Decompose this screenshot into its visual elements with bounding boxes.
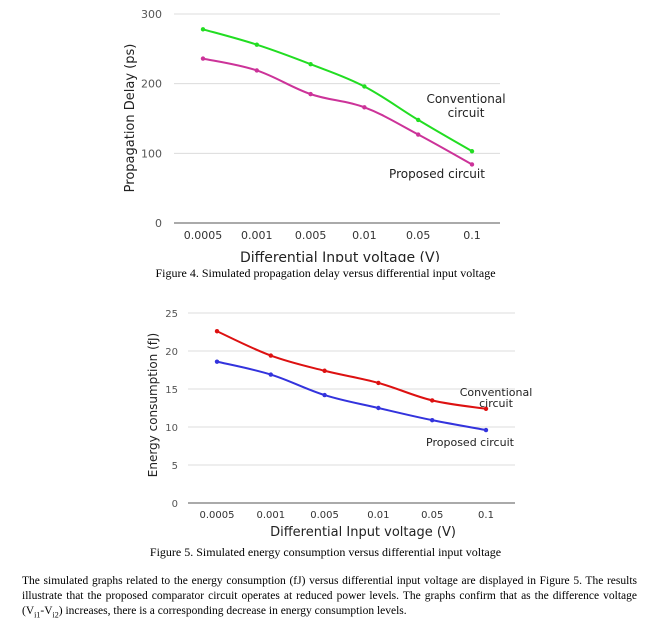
y-tick-label: 0 <box>155 217 162 230</box>
x-tick-label: 0.05 <box>406 229 431 242</box>
series-label: Proposed circuit <box>389 167 485 181</box>
x-tick-label: 0.001 <box>256 510 285 521</box>
x-tick-label: 0.01 <box>367 510 389 521</box>
propagation-delay-chart: 0 100 200 300 0.0005 0.001 0.005 0.01 0.05 0.1 Dif… <box>123 8 506 262</box>
x-tick-label: 0.0005 <box>200 510 235 521</box>
data-point <box>362 84 367 89</box>
data-point <box>322 368 327 373</box>
v1-symbol: V <box>25 605 35 617</box>
series-label: circuit <box>479 397 513 410</box>
x-tick-label: 0.05 <box>421 510 443 521</box>
x-tick-label: 0.005 <box>295 229 327 242</box>
x-axis-title: Differential Input voltage (V) <box>270 525 456 540</box>
series-label: Conventional <box>460 386 533 399</box>
energy-consumption-chart: 0 5 10 15 20 25 0.0005 0.001 0.005 0.01 0.05 0.1 Dif… <box>146 309 533 540</box>
data-point <box>483 427 489 433</box>
y-tick-label: 20 <box>165 347 178 358</box>
data-point <box>268 353 273 358</box>
v2-subscript: i2 <box>52 610 59 620</box>
data-point <box>200 56 206 61</box>
data-point <box>416 132 421 137</box>
x-axis-title: Differential Input voltage (V) <box>240 250 440 262</box>
data-point <box>469 149 475 154</box>
series-line <box>216 360 487 432</box>
series-line <box>202 28 473 153</box>
data-point <box>268 372 273 377</box>
data-point <box>430 398 435 403</box>
v2-symbol: V <box>44 605 53 617</box>
data-point <box>214 359 220 364</box>
data-point <box>200 27 206 32</box>
body-text-before: The simulated graphs related to the ener… <box>22 575 637 617</box>
v1-subscript: i1 <box>34 610 41 620</box>
y-tick-label: 200 <box>141 78 162 91</box>
minus-sign: - <box>40 605 45 617</box>
data-point <box>362 105 367 110</box>
y-tick-label: 25 <box>165 309 178 320</box>
data-point <box>376 380 381 386</box>
body-paragraph: The simulated graphs related to the ener… <box>22 574 637 622</box>
data-point <box>416 117 421 123</box>
x-tick-label: 0.005 <box>310 510 339 521</box>
data-point <box>322 392 327 398</box>
y-axis-title: Propagation Delay (ps) <box>123 44 138 193</box>
series-label: Proposed circuit <box>426 436 515 449</box>
series-label: circuit <box>448 106 485 120</box>
series-label: Conventional <box>426 92 505 106</box>
series-line <box>202 57 473 166</box>
x-tick-label: 0.1 <box>478 510 494 521</box>
data-point <box>308 91 313 97</box>
data-point <box>469 162 475 167</box>
data-point <box>376 405 381 411</box>
series-line <box>216 330 487 410</box>
y-tick-label: 15 <box>165 385 178 396</box>
y-tick-label: 0 <box>172 499 178 510</box>
data-point <box>254 68 259 73</box>
data-point <box>430 417 435 423</box>
data-point <box>483 406 489 411</box>
x-tick-label: 0.001 <box>241 229 273 242</box>
figure4-caption: Figure 4. Simulated propagation delay ve… <box>155 266 496 280</box>
y-tick-label: 300 <box>141 8 162 21</box>
x-tick-label: 0.1 <box>463 229 481 242</box>
figure5-caption: Figure 5. Simulated energy consumption v… <box>149 545 502 559</box>
y-axis-title: Energy consumption (fJ) <box>146 333 160 477</box>
data-point <box>214 329 220 334</box>
data-point <box>254 42 259 47</box>
x-tick-label: 0.01 <box>352 229 377 242</box>
data-point <box>308 61 313 67</box>
x-tick-label: 0.0005 <box>184 229 223 242</box>
y-tick-label: 100 <box>141 147 162 160</box>
body-text-after: ) increases, there is a corresponding de… <box>58 605 407 617</box>
y-tick-label: 5 <box>172 461 178 472</box>
y-tick-label: 10 <box>165 423 178 434</box>
